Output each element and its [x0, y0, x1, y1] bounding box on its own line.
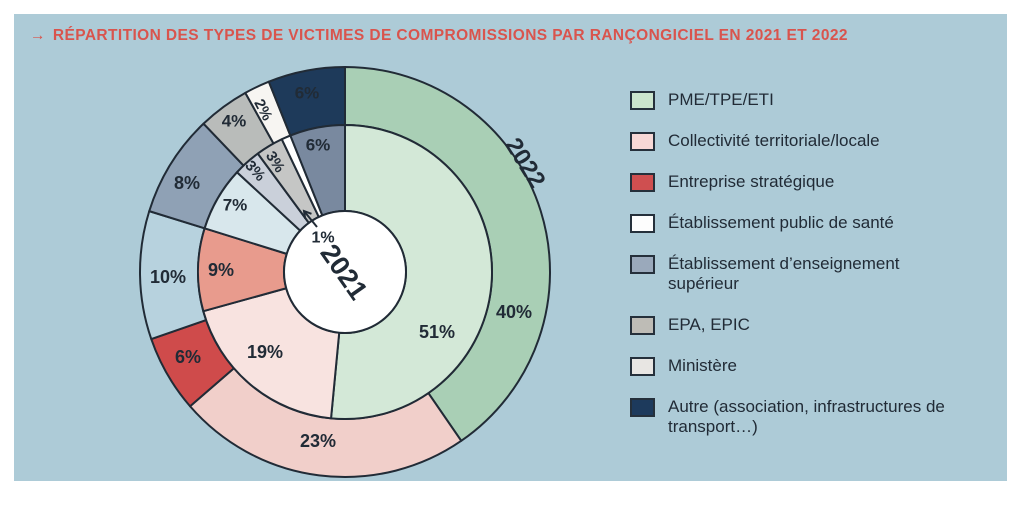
slice-percent-label: 8%: [174, 173, 200, 193]
legend-item-entreprise: Entreprise stratégique: [630, 172, 960, 192]
slice-percent-label: 7%: [223, 196, 248, 215]
chart-legend: PME/TPE/ETI Collectivité territoriale/lo…: [630, 90, 960, 458]
legend-label: Ministère: [668, 356, 737, 375]
legend-label: EPA, EPIC: [668, 315, 750, 334]
legend-item-ministere: Ministère: [630, 356, 960, 376]
slice-percent-label: 40%: [496, 302, 532, 322]
legend-label: Autre (association, infrastructures de t…: [668, 397, 945, 436]
chart-title: → RÉPARTITION DES TYPES DE VICTIMES DE CO…: [30, 27, 848, 45]
slice-percent-label: 6%: [175, 347, 201, 367]
slice-percent-label: 4%: [222, 112, 247, 131]
legend-item-autre: Autre (association, infrastructures de t…: [630, 397, 960, 437]
slice-percent-label: 6%: [306, 136, 331, 155]
legend-label: PME/TPE/ETI: [668, 90, 774, 109]
legend-swatch-sante: [630, 214, 655, 233]
callout-arrow-head: [302, 209, 312, 220]
legend-label: Établissement public de santé: [668, 213, 894, 232]
legend-label: Collectivité territoriale/locale: [668, 131, 880, 150]
legend-item-pme: PME/TPE/ETI: [630, 90, 960, 110]
legend-label: Établissement d’enseignement supérieur: [668, 254, 900, 293]
slice-percent-label: 10%: [150, 267, 186, 287]
legend-swatch-epa: [630, 316, 655, 335]
slice-percent-label: 51%: [419, 322, 455, 342]
legend-item-enseignement: Établissement d’enseignement supérieur: [630, 254, 960, 294]
arrow-right-icon: →: [30, 27, 46, 44]
callout-arrow-line: [303, 210, 318, 228]
donut-hole: [283, 210, 407, 334]
legend-swatch-entreprise: [630, 173, 655, 192]
legend-item-epa: EPA, EPIC: [630, 315, 960, 335]
slice-percent-label: 23%: [300, 431, 336, 451]
legend-item-sante: Établissement public de santé: [630, 213, 960, 233]
legend-swatch-pme: [630, 91, 655, 110]
slice-percent-label: 9%: [208, 260, 234, 280]
legend-item-collectivite: Collectivité territoriale/locale: [630, 131, 960, 151]
legend-swatch-enseignement: [630, 255, 655, 274]
slice-percent-label: 1%: [311, 230, 334, 247]
legend-swatch-autre: [630, 398, 655, 417]
slice-percent-label: 19%: [247, 342, 283, 362]
chart-title-text: RÉPARTITION DES TYPES DE VICTIMES DE COM…: [52, 27, 848, 44]
legend-swatch-ministere: [630, 357, 655, 376]
legend-swatch-collectivite: [630, 132, 655, 151]
slice-percent-label: 6%: [295, 84, 320, 103]
legend-label: Entreprise stratégique: [668, 172, 835, 191]
